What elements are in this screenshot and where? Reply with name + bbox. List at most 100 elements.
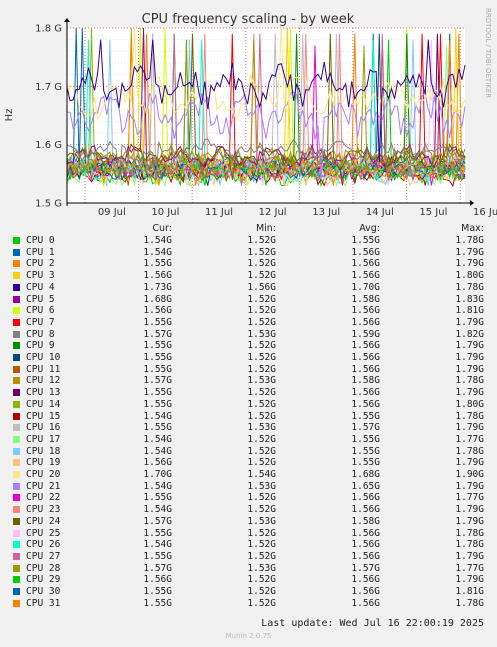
legend-swatch <box>13 552 20 560</box>
legend-avg: 1.57G <box>351 422 380 434</box>
legend-max: 1.79G <box>455 387 484 399</box>
x-axis-arrow <box>470 200 474 206</box>
legend-name: CPU 29 <box>26 574 61 586</box>
legend-swatch <box>13 447 20 455</box>
legend-row: CPU 27 1.55G 1.52G 1.56G 1.79G <box>0 551 497 562</box>
legend-name: CPU 16 <box>26 422 61 434</box>
legend-name: CPU 6 <box>26 305 55 317</box>
legend-max: 1.79G <box>455 480 484 492</box>
legend-max: 1.79G <box>455 574 484 586</box>
y-tick-labels: 1.5 G 1.6 G 1.7 G 1.8 G <box>35 24 62 210</box>
legend-min: 1.56G <box>247 281 276 293</box>
legend-row: CPU 19 1.56G 1.52G 1.55G 1.79G <box>0 457 497 468</box>
header-avg: Avg: <box>359 223 380 234</box>
legend-max: 1.78G <box>455 375 484 387</box>
legend-swatch <box>13 541 20 549</box>
legend-row: CPU 18 1.54G 1.52G 1.55G 1.78G <box>0 446 497 457</box>
legend-swatch <box>13 564 20 572</box>
legend-row: CPU 30 1.55G 1.52G 1.56G 1.81G <box>0 586 497 597</box>
legend-swatch <box>13 260 20 268</box>
legend-row: CPU 13 1.55G 1.52G 1.56G 1.79G <box>0 387 497 398</box>
legend-row: CPU 0 1.54G 1.52G 1.55G 1.78G <box>0 235 497 246</box>
series-line <box>66 33 466 186</box>
legend-avg: 1.56G <box>351 270 380 282</box>
x-tick-labels: 09 Jul 10 Jul 11 Jul 12 Jul 13 Jul 14 Jul 15 J… <box>98 207 497 218</box>
y-axis-arrow <box>64 18 70 22</box>
legend-min: 1.52G <box>247 293 276 305</box>
legend-max: 1.78G <box>455 539 484 551</box>
legend-max: 1.77G <box>455 433 484 445</box>
legend-row: CPU 5 1.68G 1.52G 1.58G 1.83G <box>0 294 497 305</box>
legend-swatch <box>13 400 20 408</box>
legend-row: CPU 6 1.56G 1.52G 1.56G 1.81G <box>0 305 497 316</box>
legend-cur: 1.54G <box>143 539 172 551</box>
legend-avg: 1.56G <box>351 539 380 551</box>
header-min: Min: <box>255 223 276 234</box>
legend-row: CPU 31 1.55G 1.52G 1.56G 1.78G <box>0 598 497 609</box>
header-cur: Cur: <box>152 223 172 234</box>
legend-avg: 1.56G <box>351 352 380 363</box>
legend-avg: 1.56G <box>351 316 380 328</box>
legend-name: CPU 12 <box>26 375 61 387</box>
legend-swatch <box>13 307 20 315</box>
chart-title: CPU frequency scaling - by week <box>142 12 355 27</box>
legend-name: CPU 27 <box>26 550 61 562</box>
legend-min: 1.52G <box>247 539 276 551</box>
legend-max: 1.78G <box>455 445 484 457</box>
legend-row: CPU 25 1.55G 1.52G 1.56G 1.78G <box>0 528 497 539</box>
legend-avg: 1.56G <box>351 305 380 317</box>
legend-header: Cur: Min: Avg: Max: <box>0 223 497 234</box>
legend-swatch <box>13 354 20 361</box>
legend-name: CPU 11 <box>26 363 61 375</box>
legend-avg: 1.58G <box>351 515 380 527</box>
legend-avg: 1.56G <box>351 398 380 410</box>
legend-avg: 1.68G <box>351 469 380 480</box>
legend-min: 1.52G <box>247 398 276 410</box>
legend-swatch <box>13 237 20 244</box>
legend-row: CPU 26 1.54G 1.52G 1.56G 1.78G <box>0 539 497 550</box>
x-tick-label: 15 Jul <box>419 207 447 218</box>
chart: CPU frequency scaling - by week Hz RRDTO… <box>4 8 497 218</box>
legend-min: 1.52G <box>247 363 276 375</box>
legend-max: 1.79G <box>455 246 484 258</box>
legend-avg: 1.55G <box>351 235 380 246</box>
x-tick-label: 10 Jul <box>151 207 179 218</box>
legend-name: CPU 20 <box>26 469 61 480</box>
legend-row: CPU 28 1.57G 1.53G 1.57G 1.77G <box>0 563 497 574</box>
legend-min: 1.52G <box>247 457 276 469</box>
legend-cur: 1.70G <box>143 469 172 480</box>
legend-swatch <box>13 412 20 420</box>
rrdtool-credit: RRDTOOL / TOBI OETIKER <box>484 8 492 98</box>
legend-swatch <box>13 295 20 303</box>
legend-cur: 1.56G <box>143 305 172 317</box>
legend-name: CPU 17 <box>26 433 61 445</box>
legend-min: 1.52G <box>247 246 276 258</box>
legend-cur: 1.55G <box>143 258 172 270</box>
legend-swatch <box>13 377 20 385</box>
legend-avg: 1.56G <box>351 586 380 597</box>
legend-min: 1.52G <box>247 550 276 562</box>
legend-avg: 1.57G <box>351 562 380 574</box>
legend-cur: 1.56G <box>143 270 172 282</box>
legend-cur: 1.55G <box>143 550 172 562</box>
legend-max: 1.78G <box>455 597 484 609</box>
legend-row: CPU 24 1.57G 1.53G 1.58G 1.79G <box>0 516 497 527</box>
legend-row: CPU 8 1.57G 1.53G 1.59G 1.82G <box>0 329 497 340</box>
legend-min: 1.53G <box>247 515 276 527</box>
legend-row: CPU 9 1.55G 1.52G 1.56G 1.79G <box>0 340 497 351</box>
legend-cur: 1.57G <box>143 562 172 574</box>
legend-max: 1.78G <box>455 527 484 539</box>
header-max: Max: <box>461 223 484 234</box>
legend-swatch <box>13 435 20 443</box>
legend-avg: 1.70G <box>351 281 380 293</box>
legend-max: 1.79G <box>455 258 484 270</box>
legend-swatch <box>13 283 20 291</box>
legend-cur: 1.57G <box>143 375 172 387</box>
legend-name: CPU 19 <box>26 457 61 469</box>
x-tick-label: 16 Jul <box>473 207 497 218</box>
legend-name: CPU 13 <box>26 387 61 399</box>
legend-min: 1.52G <box>247 445 276 457</box>
legend-swatch <box>13 482 20 490</box>
legend-name: CPU 8 <box>26 328 55 340</box>
legend-avg: 1.65G <box>351 480 380 492</box>
